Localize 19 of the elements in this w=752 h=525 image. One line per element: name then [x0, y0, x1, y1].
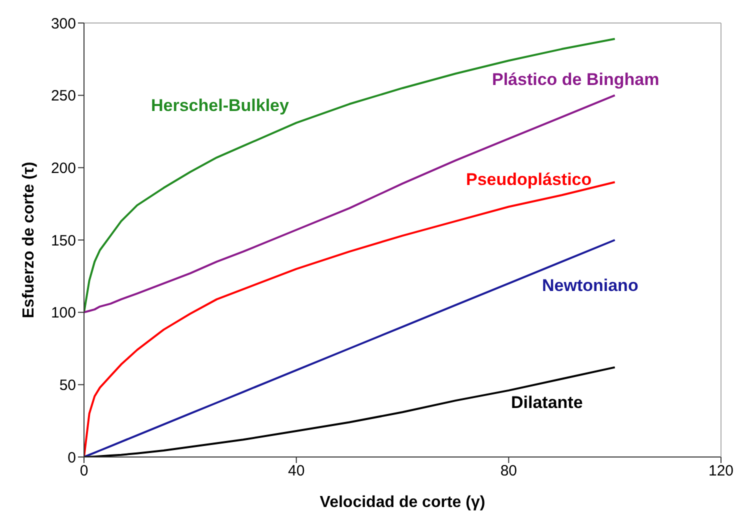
- x-tick-label: 0: [80, 462, 88, 480]
- series-label: Plástico de Bingham: [492, 70, 660, 90]
- x-tick-label: 120: [708, 462, 734, 480]
- y-tick-label: 150: [50, 232, 76, 250]
- y-tick-label: 50: [59, 376, 76, 394]
- series-label: Newtoniano: [542, 276, 638, 296]
- y-tick-label: 0: [68, 449, 76, 466]
- series-label: Pseudoplástico: [466, 170, 592, 190]
- y-tick-label: 300: [50, 15, 76, 32]
- x-axis-title: Velocidad de corte (γ): [320, 494, 486, 511]
- y-tick-label: 250: [50, 88, 76, 105]
- series-label: Herschel-Bulkley: [151, 96, 289, 116]
- y-tick-label: 200: [50, 160, 76, 177]
- line-series: [84, 366, 616, 457]
- series-label: Dilatante: [511, 393, 583, 413]
- y-tick-label: 100: [50, 304, 76, 322]
- x-tick-label: 80: [500, 462, 518, 480]
- x-tick-label: 40: [288, 462, 305, 480]
- y-axis-title: Esfuerzo de corte (τ): [20, 162, 38, 318]
